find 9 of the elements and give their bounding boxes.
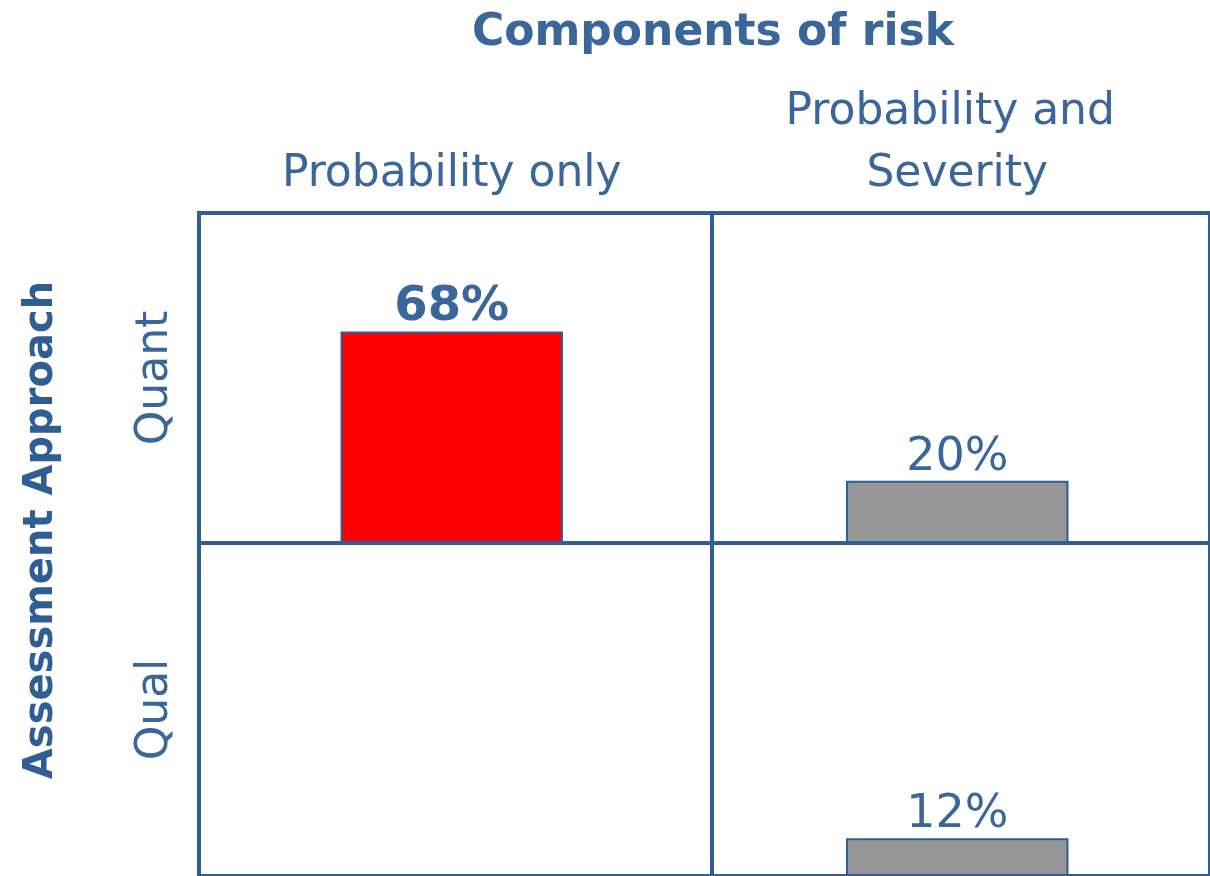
data-label: 68% (394, 275, 510, 332)
chart-title: Components of risk (471, 3, 956, 55)
x-tick-label: Probability and Severity (785, 82, 1129, 196)
text: Assessment Approach (15, 280, 61, 780)
y-axis-title: Qual (125, 658, 177, 761)
y-axis-title: Quant (125, 310, 177, 446)
x-tick-label: Probability only (281, 144, 622, 196)
data-label: 12% (906, 784, 1009, 839)
data-label: 20% (906, 426, 1009, 481)
